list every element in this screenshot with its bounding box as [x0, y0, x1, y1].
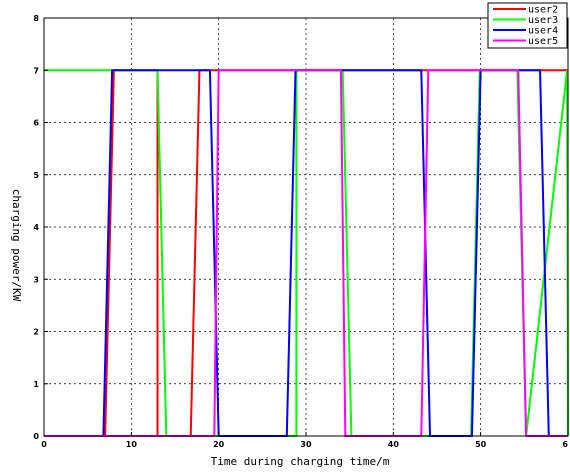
y-tick-label: 4 — [33, 223, 39, 232]
y-tick-label: 7 — [33, 66, 39, 75]
x-tick-label: 50 — [475, 440, 487, 449]
y-tick-label: 8 — [33, 14, 39, 23]
series-line-user2 — [44, 69, 568, 437]
legend-label-user2: user2 — [528, 5, 558, 16]
series-line-user4 — [44, 69, 568, 437]
y-tick-label: 2 — [33, 328, 39, 337]
legend-box — [487, 2, 568, 49]
x-tick-label: 0 — [41, 440, 47, 449]
x-tick-label: 40 — [388, 440, 400, 449]
legend-label-user3: user3 — [528, 15, 558, 26]
y-tick-label: 1 — [33, 380, 39, 389]
x-tick-label: 10 — [126, 440, 138, 449]
grid — [44, 18, 568, 436]
y-tick-label: 0 — [33, 432, 39, 441]
y-tick-label: 5 — [33, 171, 39, 180]
x-tick-label: 6 — [562, 440, 568, 449]
x-axis-label: Time during charging time/m — [211, 455, 390, 468]
y-tick-label: 3 — [33, 275, 39, 284]
y-tick-label: 6 — [33, 119, 39, 128]
x-tick-label: 30 — [300, 440, 312, 449]
y-axis-label: charging power/KW — [10, 189, 23, 302]
legend-label-user4: user4 — [528, 26, 558, 37]
legend-label-user5: user5 — [528, 36, 558, 47]
x-tick-label: 20 — [213, 440, 225, 449]
